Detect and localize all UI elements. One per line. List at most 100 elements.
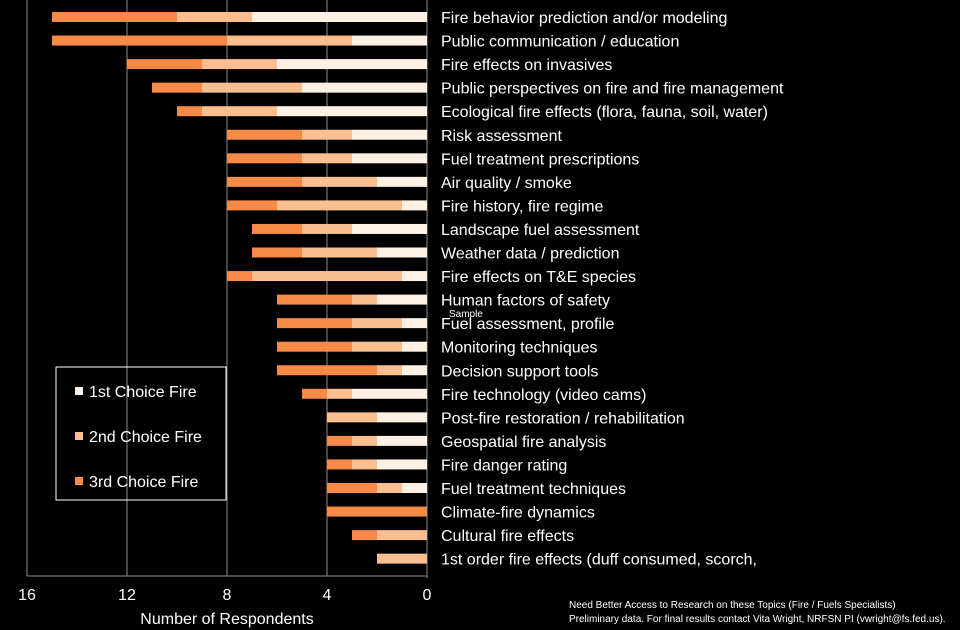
bar-segment-choice-2 [352, 294, 377, 305]
x-tick-label: 0 [423, 587, 432, 604]
x-tick-label: 16 [18, 587, 36, 604]
bar-segment-choice-3 [277, 365, 377, 376]
category-labels: Fire behavior prediction and/or modeling… [441, 10, 784, 569]
x-axis: 16 12 8 4 0 [18, 587, 431, 604]
bar-segment-choice-2 [352, 341, 402, 352]
legend-label-choice-1: 1st Choice Fire [89, 384, 197, 401]
category-label: Human factors of safety [441, 293, 610, 310]
bar-segment-choice-1 [377, 176, 427, 187]
bar-segment-choice-2 [352, 459, 377, 470]
legend-box [55, 366, 227, 501]
bar-segment-choice-2 [302, 153, 352, 164]
category-label: Fuel treatment techniques [441, 481, 626, 498]
x-axis-title: Number of Respondents [140, 611, 313, 628]
bar-segment-choice-2 [352, 318, 402, 329]
bar-segment-choice-2 [327, 412, 377, 423]
bar-segment-choice-1 [352, 223, 427, 234]
legend-swatch-choice-3 [75, 477, 83, 485]
bar-segment-choice-1 [302, 82, 427, 93]
bar-segment-choice-1 [377, 459, 427, 470]
bar-segment-choice-2 [277, 200, 402, 211]
category-label: Fire effects on invasives [441, 57, 612, 74]
bar-segment-choice-2 [352, 435, 377, 446]
category-label: Cultural fire effects [441, 528, 574, 545]
bar-segment-choice-3 [227, 129, 302, 140]
bar-segment-choice-3 [277, 318, 352, 329]
bar-segment-choice-1 [352, 153, 427, 164]
bar-segment-choice-3 [327, 483, 377, 493]
category-label: Fire behavior prediction and/or modeling [441, 10, 727, 27]
bar-segment-choice-1 [377, 435, 427, 446]
bar-segment-choice-3 [252, 223, 302, 234]
category-label: Risk assessment [441, 128, 562, 145]
bar-segment-choice-3 [252, 247, 302, 258]
category-label: Fuel treatment prescriptions [441, 151, 639, 168]
bar-segment-choice-3 [277, 294, 352, 305]
bar-segment-choice-3 [227, 271, 252, 282]
bar-segment-choice-2 [202, 59, 277, 70]
category-label: Fuel assessment, profile [441, 316, 615, 333]
category-label: Climate-fire dynamics [441, 505, 595, 522]
footnote-line-2: Preliminary data. For final results cont… [569, 614, 946, 625]
bar-segment-choice-2 [227, 35, 352, 46]
bar-segment-choice-3 [227, 153, 302, 164]
category-label: Fire history, fire regime [441, 198, 604, 215]
legend-swatch-choice-2 [75, 432, 83, 440]
footnote-line-1: Need Better Access to Research on these … [569, 600, 896, 611]
bar-segment-choice-1 [352, 388, 427, 399]
bar-segment-choice-2 [302, 176, 377, 187]
bar-segment-choice-3 [127, 59, 202, 70]
bar-segment-choice-1 [402, 341, 427, 352]
legend: 1st Choice Fire 2nd Choice Fire 3rd Choice… [55, 366, 227, 501]
bar-segment-choice-3 [302, 388, 327, 399]
category-label: Air quality / smoke [441, 175, 572, 192]
category-label: Monitoring techniques [441, 340, 598, 357]
bar-segment-choice-3 [52, 12, 177, 22]
bars [52, 12, 427, 564]
legend-label-choice-3: 3rd Choice Fire [89, 474, 198, 491]
bar-segment-choice-2 [302, 129, 352, 140]
legend-label-choice-2: 2nd Choice Fire [89, 429, 202, 446]
category-label: Ecological fire effects (flora, fauna, s… [441, 104, 768, 121]
bar-segment-choice-1 [402, 365, 427, 376]
bar-segment-choice-1 [402, 483, 427, 493]
gridlines [26, 0, 428, 578]
category-label: Decision support tools [441, 363, 598, 380]
bar-segment-choice-2 [302, 223, 352, 234]
category-label: Post-fire restoration / rehabilitation [441, 410, 685, 427]
category-label: Fire effects on T&E species [441, 269, 636, 286]
bar-segment-choice-1 [377, 247, 427, 258]
bar-segment-choice-2 [377, 365, 402, 376]
bar-segment-choice-2 [377, 530, 427, 541]
x-tick-label: 12 [118, 587, 136, 604]
category-label: Landscape fuel assessment [441, 222, 640, 239]
bar-segment-choice-2 [377, 553, 427, 564]
bar-segment-choice-1 [377, 294, 427, 305]
bar-segment-choice-1 [277, 59, 427, 70]
bar-segment-choice-3 [327, 435, 352, 446]
category-label: Fire danger rating [441, 457, 567, 474]
bar-segment-choice-2 [252, 271, 402, 282]
bar-segment-choice-2 [202, 82, 302, 93]
category-label: Public perspectives on fire and fire man… [441, 81, 784, 98]
category-label: Geospatial fire analysis [441, 434, 606, 451]
bar-segment-choice-1 [402, 271, 427, 282]
bar-segment-choice-3 [177, 106, 202, 117]
bar-segment-choice-1 [402, 200, 427, 211]
category-label: Public communication / education [441, 34, 679, 51]
bar-segment-choice-1 [352, 129, 427, 140]
legend-swatch-choice-1 [75, 387, 83, 395]
bar-segment-choice-2 [377, 483, 402, 493]
sample-watermark: Sample [449, 309, 483, 320]
bar-segment-choice-2 [202, 106, 277, 117]
bar-segment-choice-1 [402, 318, 427, 329]
bar-segment-choice-1 [252, 12, 427, 22]
bar-segment-choice-3 [277, 341, 352, 352]
bar-segment-choice-3 [152, 82, 202, 93]
bar-segment-choice-3 [327, 459, 352, 470]
x-tick-label: 4 [323, 587, 332, 604]
bar-segment-choice-3 [227, 200, 277, 211]
category-label: Fire technology (video cams) [441, 387, 646, 404]
bar-segment-choice-1 [277, 106, 427, 117]
bar-segment-choice-3 [352, 530, 377, 541]
